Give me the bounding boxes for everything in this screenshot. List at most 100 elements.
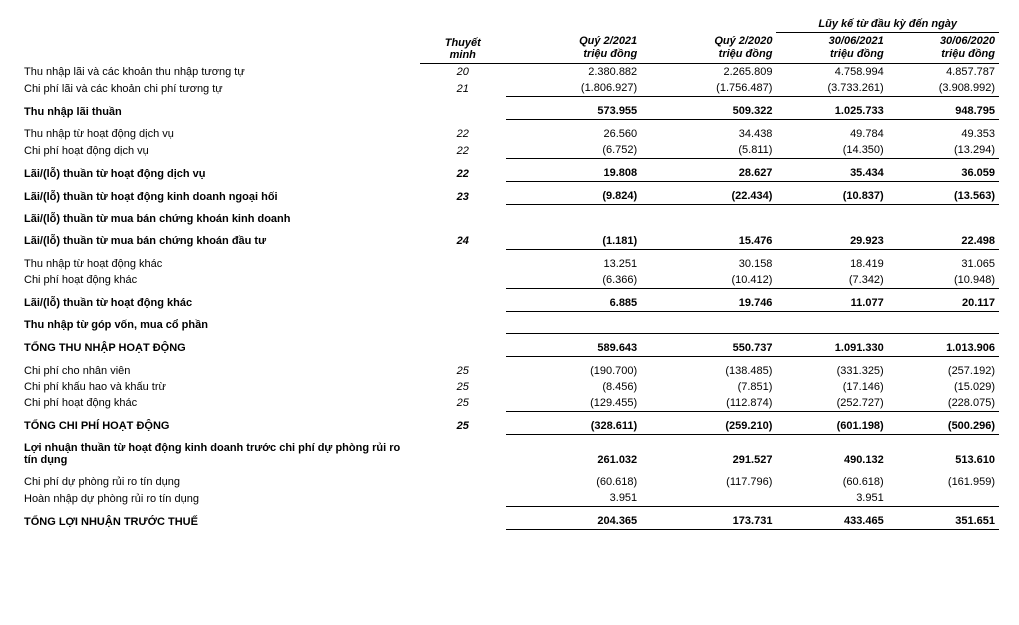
note-header: Thuyết minh	[420, 33, 506, 64]
row-label: Chi phí hoạt động dịch vụ	[20, 142, 420, 159]
table-row: Thu nhập từ hoạt động khác13.25130.15818…	[20, 249, 999, 272]
row-value: (5.811)	[641, 142, 776, 159]
row-label: TỔNG LỢI NHUẬN TRƯỚC THUẾ	[20, 507, 420, 530]
table-row: Hoàn nhập dự phòng rủi ro tín dụng3.9513…	[20, 490, 999, 507]
table-row: Lãi/(lỗ) thuần từ mua bán chứng khoán đầ…	[20, 227, 999, 250]
row-value: (259.210)	[641, 411, 776, 434]
row-value	[641, 311, 776, 333]
row-value: (257.192)	[888, 356, 999, 379]
row-value	[888, 311, 999, 333]
row-value	[888, 205, 999, 227]
row-label: Chi phí khấu hao và khấu trừ	[20, 379, 420, 395]
table-row: Chi phí hoạt động khác25(129.455)(112.87…	[20, 395, 999, 412]
row-label: Lợi nhuận thuần từ hoạt động kinh doanh …	[20, 434, 420, 468]
table-row: Lợi nhuận thuần từ hoạt động kinh doanh …	[20, 434, 999, 468]
row-value: 30.158	[641, 249, 776, 272]
row-note	[420, 249, 506, 272]
row-note	[420, 311, 506, 333]
row-note: 23	[420, 182, 506, 205]
row-value: (15.029)	[888, 379, 999, 395]
table-row: Thu nhập từ góp vốn, mua cổ phần	[20, 311, 999, 333]
row-label: Chi phí hoạt động khác	[20, 395, 420, 412]
row-note	[420, 468, 506, 490]
row-note	[420, 288, 506, 311]
row-value	[888, 490, 999, 507]
row-value: 34.438	[641, 120, 776, 143]
row-value: 204.365	[506, 507, 641, 530]
row-note: 25	[420, 379, 506, 395]
row-value: 3.951	[776, 490, 887, 507]
row-value: 573.955	[506, 97, 641, 120]
row-value: (6.752)	[506, 142, 641, 159]
row-value: 1.013.906	[888, 333, 999, 356]
row-value: (14.350)	[776, 142, 887, 159]
row-label: Thu nhập từ hoạt động khác	[20, 249, 420, 272]
row-value: 2.265.809	[641, 64, 776, 81]
row-label: Thu nhập từ hoạt động dịch vụ	[20, 120, 420, 143]
row-label: TỔNG THU NHẬP HOẠT ĐỘNG	[20, 333, 420, 356]
table-row: TỔNG LỢI NHUẬN TRƯỚC THUẾ204.365173.7314…	[20, 507, 999, 530]
row-value: 49.353	[888, 120, 999, 143]
row-value: 31.065	[888, 249, 999, 272]
row-value: 351.651	[888, 507, 999, 530]
row-value: (13.294)	[888, 142, 999, 159]
row-note: 21	[420, 80, 506, 97]
row-value: 11.077	[776, 288, 887, 311]
row-label: Lãi/(lỗ) thuần từ hoạt động kinh doanh n…	[20, 182, 420, 205]
row-label: Chi phí dự phòng rủi ro tín dụng	[20, 468, 420, 490]
row-value: 509.322	[641, 97, 776, 120]
cumulative-header: Lũy kế từ đầu kỳ đến ngày	[776, 16, 999, 33]
row-note: 25	[420, 356, 506, 379]
row-value: (601.198)	[776, 411, 887, 434]
row-value: (1.806.927)	[506, 80, 641, 97]
row-value: 20.117	[888, 288, 999, 311]
row-value: (328.611)	[506, 411, 641, 434]
row-note	[420, 205, 506, 227]
row-value: 28.627	[641, 159, 776, 182]
row-value	[776, 311, 887, 333]
row-value: 6.885	[506, 288, 641, 311]
row-label: Lãi/(lỗ) thuần từ hoạt động dịch vụ	[20, 159, 420, 182]
row-note: 24	[420, 227, 506, 250]
table-row: Chi phí hoạt động khác(6.366)(10.412)(7.…	[20, 272, 999, 289]
row-label: Thu nhập lãi thuần	[20, 97, 420, 120]
row-note	[420, 333, 506, 356]
table-row: Chi phí khấu hao và khấu trừ25(8.456)(7.…	[20, 379, 999, 395]
row-label: Hoàn nhập dự phòng rủi ro tín dụng	[20, 490, 420, 507]
col-header-ytd-2021: 30/06/2021triệu đồng	[776, 33, 887, 64]
row-value: 490.132	[776, 434, 887, 468]
row-value: (228.075)	[888, 395, 999, 412]
row-value: 36.059	[888, 159, 999, 182]
row-value: 433.465	[776, 507, 887, 530]
row-label: TỔNG CHI PHÍ HOẠT ĐỘNG	[20, 411, 420, 434]
table-row: Lãi/(lỗ) thuần từ hoạt động dịch vụ2219.…	[20, 159, 999, 182]
row-note	[420, 434, 506, 468]
row-value: (3.908.992)	[888, 80, 999, 97]
row-label: Lãi/(lỗ) thuần từ mua bán chứng khoán ki…	[20, 205, 420, 227]
table-row: Thu nhập từ hoạt động dịch vụ2226.56034.…	[20, 120, 999, 143]
row-label: Chi phí cho nhân viên	[20, 356, 420, 379]
row-value: (500.296)	[888, 411, 999, 434]
row-note	[420, 97, 506, 120]
row-value: (6.366)	[506, 272, 641, 289]
row-value: (8.456)	[506, 379, 641, 395]
col-header-ytd-2020: 30/06/2020triệu đồng	[888, 33, 999, 64]
row-value: 4.857.787	[888, 64, 999, 81]
row-value: (3.733.261)	[776, 80, 887, 97]
table-row: Thu nhập lãi thuần573.955509.3221.025.73…	[20, 97, 999, 120]
row-value: (161.959)	[888, 468, 999, 490]
row-note: 20	[420, 64, 506, 81]
row-value: 2.380.882	[506, 64, 641, 81]
row-value: 13.251	[506, 249, 641, 272]
col-header-q2-2021: Quý 2/2021triệu đồng	[506, 33, 641, 64]
row-value: 1.091.330	[776, 333, 887, 356]
row-value: (138.485)	[641, 356, 776, 379]
row-value	[641, 205, 776, 227]
row-value: 22.498	[888, 227, 999, 250]
row-value: 35.434	[776, 159, 887, 182]
table-row: Lãi/(lỗ) thuần từ hoạt động khác6.88519.…	[20, 288, 999, 311]
row-value: 513.610	[888, 434, 999, 468]
row-value	[776, 205, 887, 227]
row-value: (10.948)	[888, 272, 999, 289]
row-value: (252.727)	[776, 395, 887, 412]
